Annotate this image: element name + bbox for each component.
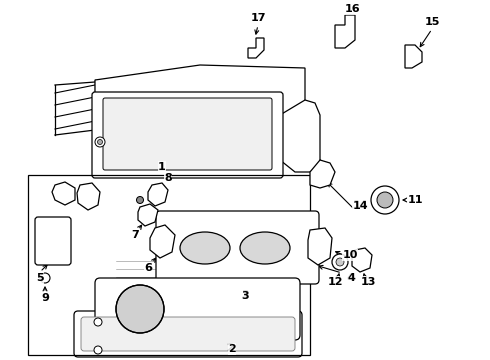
- Text: 5: 5: [36, 273, 44, 283]
- Text: 11: 11: [407, 195, 423, 205]
- FancyBboxPatch shape: [74, 311, 302, 357]
- Text: 4: 4: [347, 273, 355, 283]
- Circle shape: [98, 139, 102, 144]
- Text: 6: 6: [144, 263, 152, 273]
- FancyBboxPatch shape: [81, 317, 295, 351]
- Circle shape: [332, 254, 348, 270]
- Text: 14: 14: [352, 201, 368, 211]
- Circle shape: [94, 346, 102, 354]
- Text: 12: 12: [327, 277, 343, 287]
- Text: 3: 3: [241, 290, 249, 300]
- Text: 9: 9: [41, 293, 49, 303]
- Text: 10: 10: [343, 250, 358, 260]
- Polygon shape: [280, 100, 320, 172]
- Text: 10: 10: [343, 250, 358, 260]
- Polygon shape: [352, 248, 372, 272]
- Text: 3: 3: [241, 291, 249, 301]
- Text: 9: 9: [41, 293, 49, 303]
- Circle shape: [371, 186, 399, 214]
- FancyBboxPatch shape: [95, 278, 300, 340]
- Text: 1: 1: [158, 162, 166, 172]
- Ellipse shape: [180, 232, 230, 264]
- Circle shape: [40, 273, 50, 283]
- Polygon shape: [405, 45, 422, 68]
- Polygon shape: [95, 65, 305, 130]
- Polygon shape: [150, 225, 175, 258]
- Text: 17: 17: [250, 13, 266, 23]
- Text: 1: 1: [158, 162, 166, 172]
- Polygon shape: [248, 38, 264, 58]
- Polygon shape: [148, 183, 168, 206]
- Text: 6: 6: [144, 263, 152, 273]
- Text: 15: 15: [424, 17, 440, 27]
- Text: 7: 7: [131, 230, 139, 240]
- Text: 14: 14: [352, 200, 368, 210]
- FancyBboxPatch shape: [92, 92, 283, 178]
- Text: 16: 16: [344, 4, 360, 14]
- Circle shape: [137, 197, 144, 203]
- Polygon shape: [52, 182, 75, 205]
- Circle shape: [95, 137, 105, 147]
- Polygon shape: [308, 228, 332, 265]
- Polygon shape: [77, 183, 100, 210]
- Text: 4: 4: [346, 273, 354, 283]
- Text: 16: 16: [344, 4, 360, 14]
- Text: 8: 8: [164, 173, 172, 183]
- Polygon shape: [138, 204, 158, 226]
- Text: 13: 13: [360, 277, 376, 287]
- FancyBboxPatch shape: [156, 211, 319, 284]
- Text: 15: 15: [424, 17, 440, 27]
- Polygon shape: [310, 160, 335, 188]
- Text: 2: 2: [226, 343, 234, 353]
- Circle shape: [116, 285, 164, 333]
- Text: 13: 13: [360, 277, 376, 287]
- FancyBboxPatch shape: [35, 217, 71, 265]
- Text: 11: 11: [407, 195, 423, 205]
- Circle shape: [377, 192, 393, 208]
- Text: 5: 5: [36, 273, 44, 283]
- Ellipse shape: [240, 232, 290, 264]
- Text: 12: 12: [327, 277, 343, 287]
- FancyBboxPatch shape: [103, 98, 272, 170]
- Text: 2: 2: [228, 344, 236, 354]
- Text: 7: 7: [131, 230, 139, 240]
- Circle shape: [94, 318, 102, 326]
- Polygon shape: [335, 15, 355, 48]
- Text: 8: 8: [164, 173, 172, 183]
- Text: 17: 17: [250, 13, 266, 23]
- Circle shape: [336, 258, 344, 266]
- Bar: [28, 175, 310, 355]
